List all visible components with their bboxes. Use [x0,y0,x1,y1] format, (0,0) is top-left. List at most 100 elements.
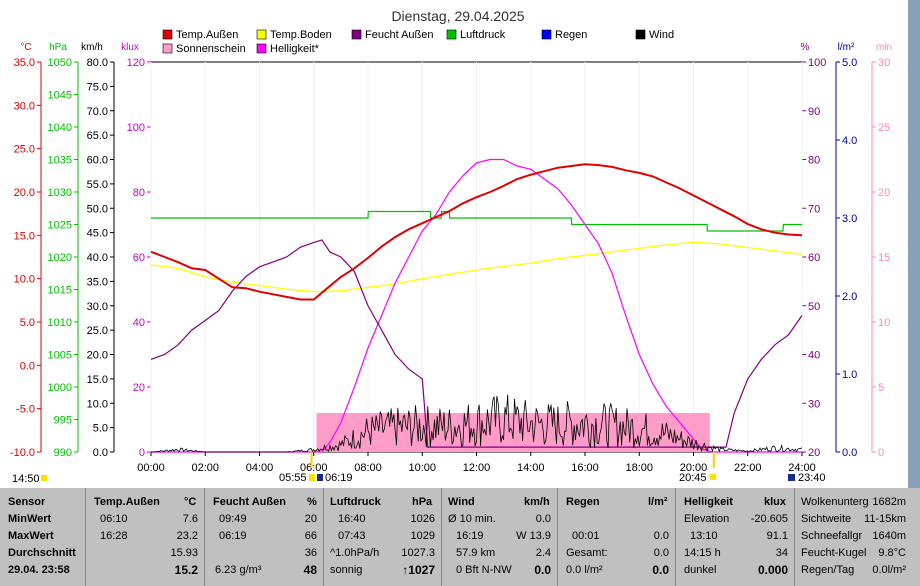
x-tick-label-8: 16:00 [571,462,599,474]
legend-label-3: Luftdruck [460,29,506,41]
lux-avg: 34 [775,547,788,559]
wind-current: 0.0 [534,563,551,577]
tick-label-wind-15: 5.0 [93,423,108,435]
extra-wetbulb-value: 9.8°C [878,547,906,559]
tick-label-pressure-3: 1035 [48,155,72,167]
legend-swatch-1 [256,29,267,40]
legend-swatch-4 [541,29,552,40]
tick-label-temp-0: 35.0 [14,57,35,69]
legend-swatch-0 [162,29,173,40]
tick-label-temp-4: 15.0 [14,230,35,242]
lux-max-value: 91.1 [766,530,788,542]
tick-label-wind-12: 20.0 [87,350,108,362]
tick-label-wind-1: 75.0 [87,81,108,93]
stats-panel: Sensor MinWert MaxWert Durchschnitt 29.0… [0,488,920,586]
legend-swatch-6 [162,43,173,54]
x-tick-label-7: 14:00 [517,462,545,474]
tick-label-temp-1: 30.0 [14,100,35,112]
extra-snowline-label: Schneefallgr [801,530,863,542]
rain-title: Regen [566,496,600,508]
humidity-abs: 6.23 g/m³ [215,564,262,576]
lux-state: dunkel [684,564,717,576]
tick-label-wind-0: 80.0 [87,57,108,69]
tick-label-wind-7: 45.0 [87,228,108,240]
chart-series [150,158,803,453]
tick-label-wind-5: 55.0 [87,179,108,191]
unit-label-lux: klux [121,42,139,53]
stats-sensor-col: Sensor MinWert MaxWert Durchschnitt 29.0… [0,488,86,586]
temp-current: 15.2 [174,563,198,577]
lux-elevation-value: -20.605 [750,513,788,525]
x-tick-label-9: 18:00 [625,462,653,474]
lux-sun-hours: 14:15 h [684,547,721,559]
unit-label-humidity: % [801,42,810,53]
temp-min-time: 06:10 [100,513,128,525]
tick-label-humidity-4: 60 [808,252,820,264]
tick-label-sunmin-1: 25 [878,122,890,134]
rain-day-amount: 0.0 l/m² [566,564,603,576]
wind-max-value: W 13.9 [516,530,551,542]
tick-label-wind-16: 0.0 [93,447,108,459]
extra-cloudbase-value: 1682m [872,496,906,508]
legend-label-4: Regen [555,29,587,41]
marker-dawn-icon [317,474,323,481]
tick-label-sunmin-0: 30 [878,57,890,69]
tick-label-lux-3: 60 [133,252,145,264]
tick-label-pressure-7: 1015 [48,285,72,297]
tick-label-wind-3: 65.0 [87,130,108,142]
lux-title: Helligkeit [684,496,733,508]
tick-label-pressure-8: 1010 [48,317,72,329]
rain-total-label: Gesamt: [566,547,608,559]
max-label: MaxWert [8,530,54,542]
tick-label-temp-6: 5.0 [20,317,35,329]
wind-distance: 57.9 km [456,547,496,559]
legend-label-0: Temp.Außen [176,29,238,41]
stats-extra-col: Wolkenunterg 1682m Sichtweite 11-15km Sc… [795,488,908,586]
wind-r1-value: 0.0 [535,513,551,525]
legend-label-6: Sonnenschein [176,43,246,55]
tick-label-wind-6: 50.0 [87,203,108,215]
tick-label-rain-0: 5.0 [842,57,857,69]
x-tick-label-1: 02:00 [191,462,219,474]
stats-wind-col: Wind km/h Ø 10 min. 0.0 16:19 W 13.9 57.… [442,488,558,586]
legend-swatch-2 [351,29,362,40]
tick-label-rain-2: 3.0 [842,213,857,225]
stats-lux-col: Helligkeit klux Elevation -20.605 13:10 … [676,488,795,586]
stats-rain-col: Regen l/m² 00:01 0.0 Gesamt: 0.0 0.0 l/m… [558,488,676,586]
pressure-max-time: 07:43 [338,530,366,542]
tick-label-lux-0: 120 [127,57,145,69]
extra-wetbulb-label: Feucht-Kugel [801,547,867,559]
wind-max-time: 16:19 [456,530,484,542]
marker-moon-icon [788,474,795,481]
tick-label-pressure-9: 1005 [48,350,72,362]
weather-chart: Dienstag, 29.04.2025 Temp.Außen Temp.Bode… [10,0,920,488]
rain-current: 0.0 [652,563,669,577]
pressure-trend: ^1.0hPa/h [330,547,380,559]
tick-label-humidity-3: 70 [808,203,820,215]
tick-label-rain-4: 1.0 [842,369,857,381]
marker-right-time: 23:40 [798,472,826,484]
wind-title: Wind [448,496,475,508]
tick-label-pressure-10: 1000 [48,382,72,394]
chart-title: Dienstag, 29.04.2025 [391,8,524,24]
tick-label-rain-1: 4.0 [842,135,857,147]
pressure-avg: 1027.3 [401,547,435,559]
marker-dusk-icon [710,474,716,480]
series-feucht-au-en [150,239,803,448]
tick-label-temp-3: 20.0 [14,187,35,199]
series-luftdruck [151,210,802,232]
tick-label-sunmin-6: 0 [878,447,884,459]
humidity-title: Feucht Außen [213,496,286,508]
x-tick-label-6: 12:00 [463,462,491,474]
tick-label-temp-9: -10.0 [10,447,35,459]
tick-label-lux-6: 0 [139,447,145,459]
legend-swatch-3 [446,29,457,40]
unit-label-temp: °C [20,42,31,53]
tick-label-pressure-4: 1030 [48,187,72,199]
sensor-header: Sensor [8,496,46,508]
humidity-avg: 36 [304,547,317,559]
tick-label-wind-4: 60.0 [87,155,108,167]
rain-time: 00:01 [572,530,600,542]
stats-humidity-col: Feucht Außen % 09:49 20 06:19 66 36 6.23… [205,488,324,586]
marker-left-time: 14:50 [12,473,40,485]
